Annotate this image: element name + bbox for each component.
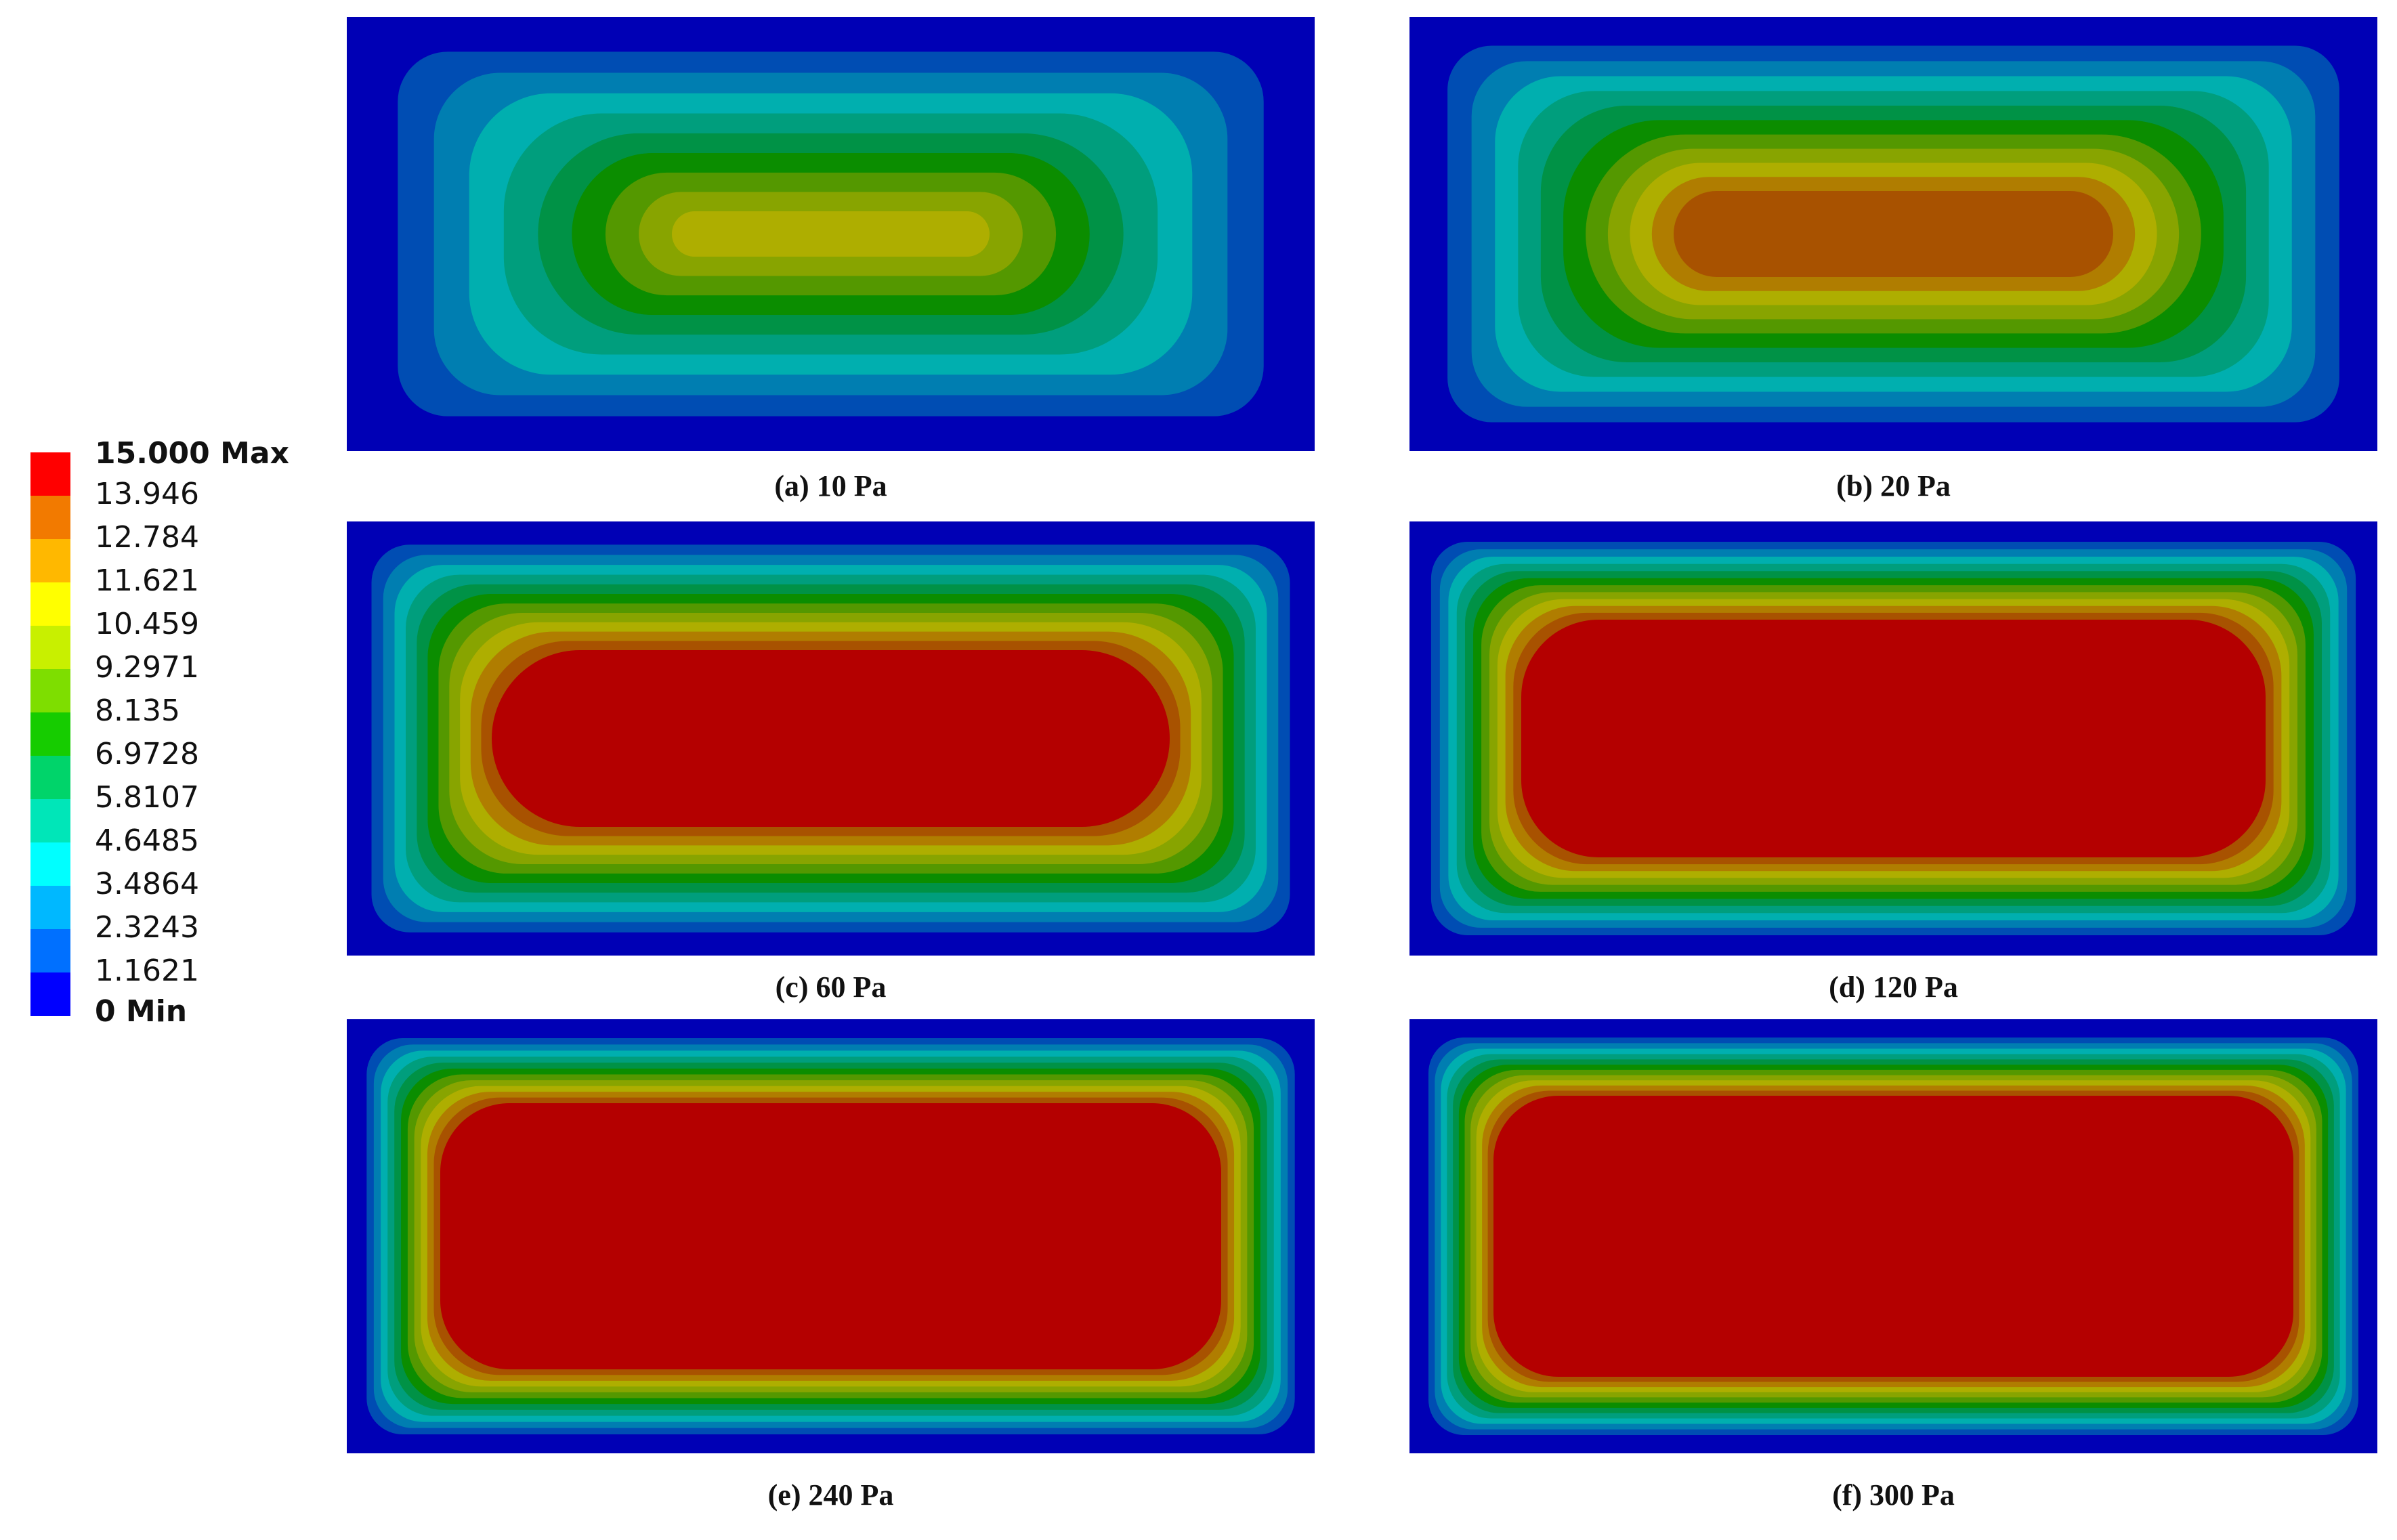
legend-label: 12.784 [95, 520, 199, 555]
legend: 15.000 Max 13.946 12.784 11.621 10.459 9.2971… [30, 436, 289, 1029]
legend-swatch [30, 842, 70, 886]
contour-band [1521, 620, 2266, 857]
contour-plot [347, 1019, 1315, 1453]
contour-band [672, 211, 990, 257]
legend-label: 1.1621 [95, 954, 199, 988]
legend-label: 5.8107 [95, 780, 199, 815]
legend-swatch [30, 582, 70, 626]
legend-swatch [30, 929, 70, 972]
legend-swatch [30, 496, 70, 539]
contour-plot [1409, 1019, 2377, 1453]
contour-band [1493, 1096, 2293, 1377]
legend-label: 4.6485 [95, 824, 199, 858]
contour-band [440, 1103, 1221, 1369]
contour-plot [1409, 17, 2377, 451]
panel-caption: (d) 120 Pa [1829, 970, 1958, 1004]
legend-swatch [30, 626, 70, 669]
legend-label: 9.2971 [95, 650, 199, 685]
legend-label: 10.459 [95, 607, 199, 641]
legend-swatch [30, 712, 70, 756]
legend-swatch [30, 886, 70, 929]
legend-swatch [30, 972, 70, 1016]
legend-swatch [30, 756, 70, 799]
legend-swatch [30, 452, 70, 496]
legend-label: 15.000 Max [95, 436, 289, 471]
panel-caption: (b) 20 Pa [1836, 469, 1951, 502]
legend-label: 3.4864 [95, 867, 199, 901]
contour-plot [347, 17, 1315, 451]
contour-plot [347, 521, 1315, 956]
legend-label: 2.3243 [95, 910, 199, 945]
panel-caption: (f) 300 Pa [1832, 1478, 1955, 1512]
legend-label: 6.9728 [95, 737, 199, 771]
legend-label: 13.946 [95, 477, 199, 511]
contour-band [492, 650, 1170, 827]
legend-label: 8.135 [95, 693, 180, 728]
legend-swatch [30, 539, 70, 582]
legend-swatch [30, 799, 70, 842]
panel-caption: (c) 60 Pa [776, 970, 887, 1004]
panel-caption: (a) 10 Pa [774, 469, 887, 502]
panel-caption: (e) 240 Pa [768, 1478, 894, 1512]
legend-label: 11.621 [95, 563, 199, 598]
legend-swatch [30, 669, 70, 712]
contour-band [1674, 191, 2113, 277]
contour-plot [1409, 521, 2377, 956]
legend-label: 0 Min [95, 994, 187, 1029]
